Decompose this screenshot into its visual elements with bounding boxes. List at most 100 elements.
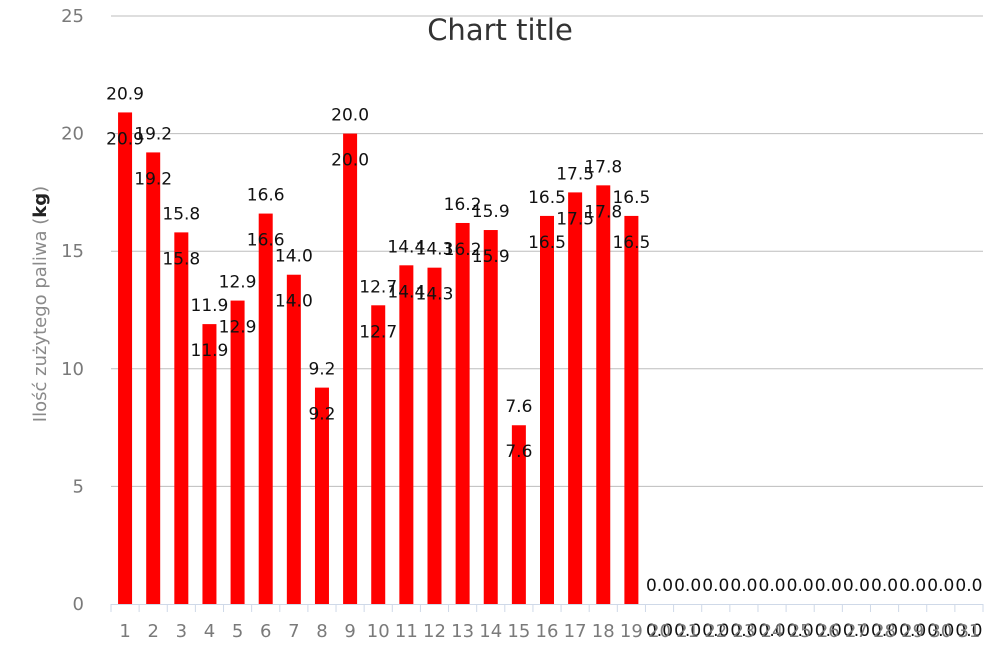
y-axis-title-prefix: Ilość zużytego paliwa ( — [30, 218, 51, 423]
x-tick-label-9: 9 — [344, 621, 355, 642]
bar-17 — [568, 192, 583, 604]
x-tick-label-5: 5 — [232, 621, 243, 642]
data-label-inner-30: 0.0 — [927, 621, 954, 641]
data-label-inner-21: 0.0 — [674, 621, 701, 641]
data-label-29: 0.0 — [899, 576, 926, 596]
x-tick-label-15: 15 — [507, 621, 530, 642]
bar-4 — [202, 324, 217, 604]
data-label-12: 14.3 — [416, 240, 454, 260]
data-label-inner-15: 7.6 — [505, 442, 532, 462]
x-tick-label-22: 22 — [704, 621, 727, 642]
data-label-inner-26: 0.0 — [815, 621, 842, 641]
data-label-28: 0.0 — [871, 576, 898, 596]
data-label-19: 16.5 — [612, 188, 650, 208]
x-tick-label-3: 3 — [176, 621, 187, 642]
x-tick-label-1: 1 — [119, 621, 130, 642]
data-label-4: 11.9 — [191, 296, 229, 316]
data-label-inner-14: 15.9 — [472, 247, 510, 267]
data-label-inner-11: 14.4 — [387, 282, 425, 302]
data-label-31: 0.0 — [955, 576, 982, 596]
x-tick-label-25: 25 — [789, 621, 812, 642]
data-label-inner-13: 16.2 — [444, 240, 482, 260]
data-label-inner-29: 0.0 — [899, 621, 926, 641]
data-label-30: 0.0 — [927, 576, 954, 596]
data-label-1: 20.9 — [106, 84, 144, 104]
y-tick-label: 10 — [61, 359, 84, 380]
data-label-inner-28: 0.0 — [871, 621, 898, 641]
x-tick-label-16: 16 — [536, 621, 559, 642]
y-tick-label: 25 — [61, 6, 84, 27]
bar-9 — [343, 133, 358, 604]
x-tick-label-19: 19 — [620, 621, 643, 642]
data-label-22: 0.0 — [702, 576, 729, 596]
x-tick-label-30: 30 — [929, 621, 952, 642]
data-label-21: 0.0 — [674, 576, 701, 596]
data-label-inner-9: 20.0 — [331, 151, 369, 171]
data-label-inner-16: 16.5 — [528, 233, 566, 253]
data-label-5: 12.9 — [219, 273, 257, 293]
bar-6 — [258, 213, 273, 604]
x-tick-label-23: 23 — [732, 621, 755, 642]
bar-15 — [511, 425, 526, 604]
grid-lines — [110, 15, 984, 612]
data-label-inner-23: 0.0 — [730, 621, 757, 641]
data-label-8: 9.2 — [308, 360, 335, 380]
x-tick-label-8: 8 — [316, 621, 327, 642]
bar-5 — [230, 300, 245, 604]
x-tick-label-20: 20 — [648, 621, 671, 642]
data-label-15: 7.6 — [505, 397, 532, 417]
x-tick-label-28: 28 — [873, 621, 896, 642]
bar-3 — [174, 232, 189, 604]
bar-10 — [371, 305, 386, 604]
data-label-inner-6: 16.6 — [247, 231, 285, 251]
y-axis-title: Ilość zużytego paliwa (kg) — [30, 186, 51, 422]
data-label-inner-1: 20.9 — [106, 129, 144, 149]
data-label-25: 0.0 — [787, 576, 814, 596]
bar-18 — [596, 185, 611, 604]
bar-13 — [455, 222, 470, 604]
bar-11 — [399, 265, 414, 604]
bar-12 — [427, 267, 442, 604]
y-axis-title-unit: kg — [30, 193, 51, 218]
data-label-inner-31: 0.0 — [955, 621, 982, 641]
y-tick-label: 5 — [73, 476, 84, 497]
data-label-6: 16.6 — [247, 186, 285, 206]
x-tick-label-11: 11 — [395, 621, 418, 642]
data-label-26: 0.0 — [815, 576, 842, 596]
data-label-23: 0.0 — [730, 576, 757, 596]
data-label-inner-20: 0.0 — [646, 621, 673, 641]
data-label-18: 17.8 — [584, 157, 622, 177]
x-tick-label-18: 18 — [592, 621, 615, 642]
data-label-inner-19: 16.5 — [612, 233, 650, 253]
x-tick-label-31: 31 — [957, 621, 980, 642]
x-tick-label-27: 27 — [845, 621, 868, 642]
data-label-24: 0.0 — [759, 576, 786, 596]
data-label-27: 0.0 — [843, 576, 870, 596]
data-label-inner-5: 12.9 — [219, 318, 257, 338]
x-tick-label-17: 17 — [564, 621, 587, 642]
data-label-17: 17.5 — [556, 164, 594, 184]
bar-8 — [314, 387, 329, 604]
data-label-inner-8: 9.2 — [308, 405, 335, 425]
y-axis-title-suffix: ) — [30, 186, 51, 193]
data-label-inner-22: 0.0 — [702, 621, 729, 641]
x-tick-label-14: 14 — [479, 621, 502, 642]
data-label-inner-27: 0.0 — [843, 621, 870, 641]
data-label-16: 16.5 — [528, 188, 566, 208]
x-tick-label-4: 4 — [204, 621, 215, 642]
data-label-20: 0.0 — [646, 576, 673, 596]
x-tick-label-26: 26 — [817, 621, 840, 642]
bar-19 — [624, 215, 639, 605]
data-label-7: 14.0 — [275, 247, 313, 267]
x-tick-label-6: 6 — [260, 621, 271, 642]
data-label-inner-4: 11.9 — [191, 341, 229, 361]
bar-14 — [483, 230, 498, 605]
data-label-inner-2: 19.2 — [134, 169, 172, 189]
data-label-3: 15.8 — [162, 204, 200, 224]
data-label-inner-7: 14.0 — [275, 292, 313, 312]
x-tick-label-7: 7 — [288, 621, 299, 642]
data-label-inner-17: 17.5 — [556, 209, 594, 229]
data-label-14: 15.9 — [472, 202, 510, 222]
